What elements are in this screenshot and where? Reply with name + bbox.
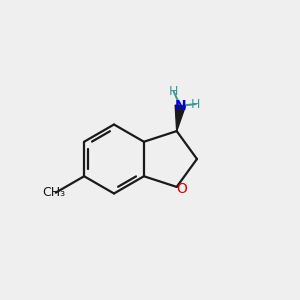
Text: CH₃: CH₃ bbox=[43, 186, 66, 199]
Text: H: H bbox=[191, 98, 200, 110]
Polygon shape bbox=[175, 105, 185, 131]
Text: O: O bbox=[177, 182, 188, 196]
Text: N: N bbox=[174, 99, 186, 113]
Text: H: H bbox=[169, 85, 178, 98]
